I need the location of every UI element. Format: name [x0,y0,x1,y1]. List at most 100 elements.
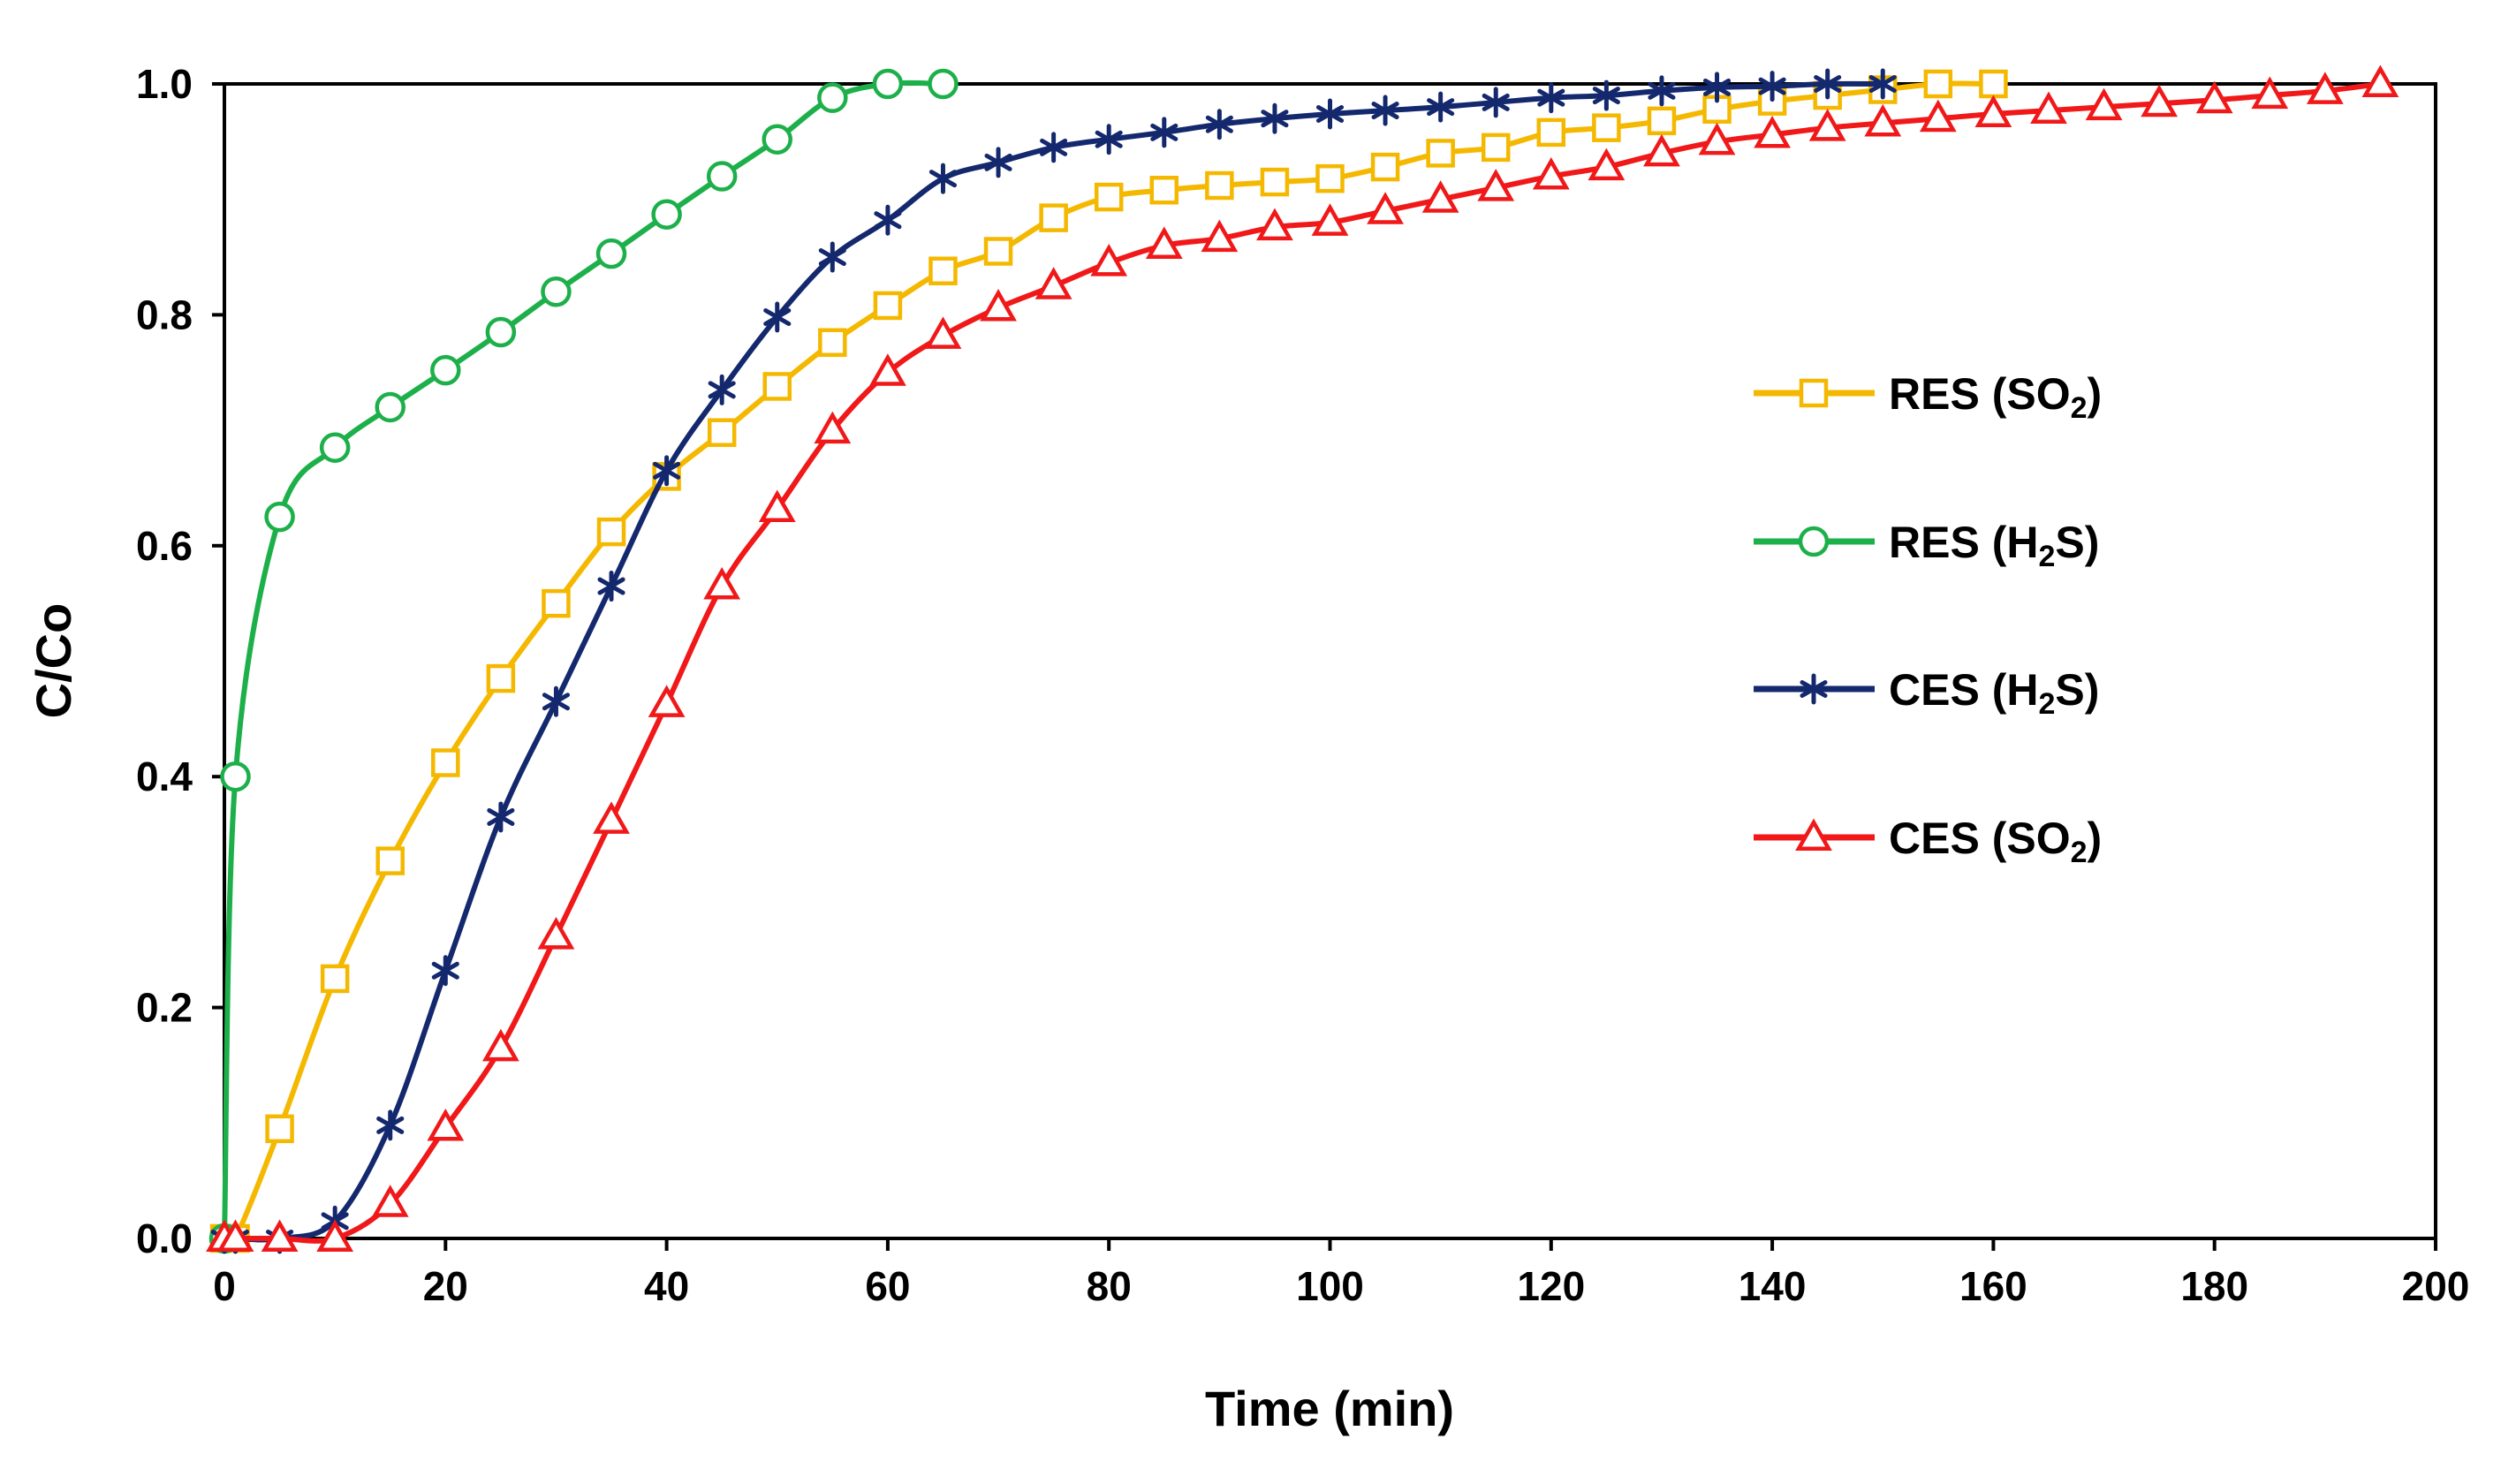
y-tick-label: 0.2 [136,985,193,1031]
data-point [1315,163,1345,193]
data-point [1311,203,1349,236]
data-point [1647,106,1677,136]
data-point [1094,182,1124,212]
data-point [1864,103,1902,137]
x-tick-label: 140 [1739,1263,1807,1309]
data-point [427,1108,465,1141]
y-tick-label: 0.6 [136,523,193,569]
data-point [1537,82,1565,114]
data-point [431,748,460,777]
data-point [596,517,626,547]
data-point [1643,133,1680,167]
data-point [648,685,686,717]
legend: RES (SO2) RES (H2S) CES (H2S) CES (SO2) [1754,369,2102,869]
legend-label: RES (SO2) [1889,369,2102,425]
series-layer [206,64,2399,1254]
data-point [1482,87,1510,118]
data-point [1868,68,1897,100]
x-axis-title: Time (min) [1205,1381,1454,1436]
x-tick-label: 60 [865,1263,910,1309]
data-point [653,455,681,487]
data-point [817,82,848,113]
y-axis-title: C/Co [26,603,81,719]
data-point [1702,72,1732,103]
data-point [1477,169,1515,201]
data-point [814,411,852,444]
legend-entry: CES (H2S) [1754,665,2099,721]
data-point [542,588,571,618]
data-point [371,1185,409,1217]
data-point [316,1219,354,1252]
legend-marker [1798,526,1830,557]
data-point [983,237,1013,266]
x-tick-label: 0 [213,1263,236,1309]
data-point [1536,117,1566,148]
data-point [924,316,962,349]
legend-label: CES (SO2) [1889,814,2102,869]
data-point [762,372,792,401]
data-point [2195,80,2233,114]
series-1 [208,68,959,1254]
data-point [1040,132,1068,163]
data-point [541,276,572,307]
data-point [320,964,350,994]
data-point [1427,91,1455,123]
data-point [762,124,792,155]
legend-marker [1800,673,1828,705]
data-point [376,1109,405,1141]
data-point [264,501,295,533]
x-tick-label: 80 [1087,1263,1132,1309]
data-point [1979,69,2008,99]
data-point [486,663,516,693]
data-point [593,801,630,834]
data-point [1426,139,1455,168]
x-axis: 0 20 40 60 80 100 120 140 160 180 200 [213,1238,2469,1309]
data-point [1698,122,1736,155]
data-point [707,418,737,447]
legend-label: CES (H2S) [1889,665,2099,721]
data-point [1592,113,1621,142]
data-point [265,1114,294,1144]
data-point [2306,72,2344,104]
data-point [1808,109,1846,141]
data-point [818,241,846,273]
data-point [869,353,906,386]
data-point [1532,157,1570,190]
x-tick-label: 20 [423,1263,468,1309]
y-tick-label: 1.0 [136,61,193,107]
data-point [818,328,847,358]
data-point [2251,76,2289,110]
data-point [537,917,575,950]
data-point [261,1219,299,1252]
legend-marker [1799,378,1829,408]
data-point [1588,148,1626,181]
data-point [874,204,902,236]
data-point [1814,68,1842,100]
data-point [1315,98,1345,130]
data-point [216,1219,254,1252]
data-point [928,68,959,100]
data-point [1260,167,1290,197]
legend-entry: RES (SO2) [1754,369,2102,425]
legend-entry: RES (H2S) [1754,518,2099,573]
data-point [487,801,515,833]
x-tick-label: 160 [1959,1263,2027,1309]
data-point [542,685,570,717]
data-point [1039,203,1068,232]
x-tick-label: 100 [1296,1263,1364,1309]
x-tick-label: 40 [644,1263,689,1309]
data-point [928,256,958,285]
data-point [872,68,904,100]
data-point [1145,226,1183,259]
data-point [928,163,958,194]
data-point [1367,192,1404,224]
data-point [1481,132,1511,163]
data-point [2361,64,2399,97]
data-point [1201,219,1239,253]
data-point [708,374,736,405]
data-point [1648,75,1676,107]
data-point [1421,180,1459,213]
data-point [319,432,351,463]
